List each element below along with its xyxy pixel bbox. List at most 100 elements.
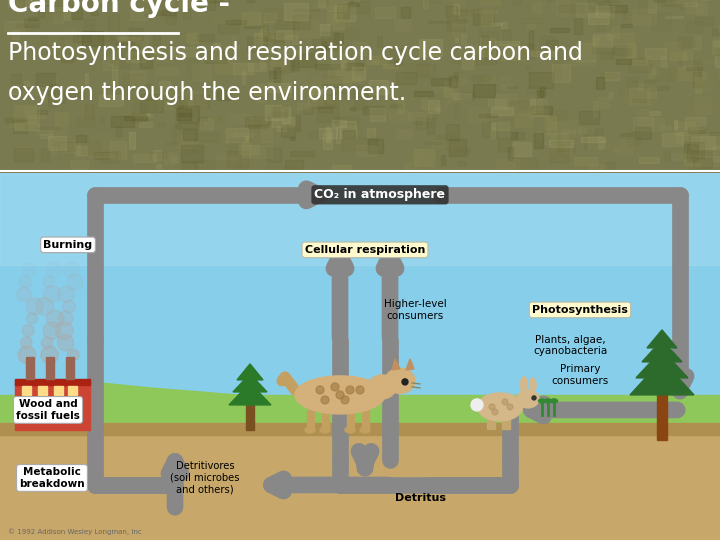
Bar <box>534 133 543 148</box>
Ellipse shape <box>551 399 557 403</box>
Bar <box>266 35 270 42</box>
Bar <box>579 111 599 124</box>
Bar <box>232 35 235 43</box>
Bar <box>76 135 86 141</box>
Bar <box>398 100 403 113</box>
Bar <box>63 82 85 93</box>
Bar <box>606 162 614 168</box>
Bar <box>511 132 517 139</box>
Bar <box>197 33 214 40</box>
Polygon shape <box>229 383 271 405</box>
Bar <box>335 9 344 24</box>
Bar <box>349 2 359 6</box>
Bar <box>280 113 287 129</box>
Bar <box>256 100 266 102</box>
Bar <box>15 379 90 385</box>
Bar <box>414 91 433 96</box>
Bar <box>629 87 650 105</box>
Bar <box>54 141 76 151</box>
Bar <box>198 0 215 10</box>
Bar <box>200 119 213 129</box>
Bar <box>498 138 513 151</box>
Bar <box>14 105 36 122</box>
Bar <box>418 64 435 76</box>
Bar <box>66 357 74 379</box>
Bar <box>50 84 58 87</box>
Bar <box>611 8 616 16</box>
Bar <box>91 12 98 15</box>
Circle shape <box>43 286 60 302</box>
Bar <box>22 399 31 408</box>
Bar <box>26 357 34 379</box>
Bar <box>368 139 383 153</box>
Bar <box>708 132 720 135</box>
Bar <box>16 86 32 90</box>
Text: Primary
consumers: Primary consumers <box>552 364 608 386</box>
Bar <box>629 43 635 58</box>
Bar <box>479 31 498 44</box>
Bar <box>475 51 488 57</box>
Bar <box>68 399 77 408</box>
Bar <box>517 158 537 172</box>
Bar <box>502 30 511 42</box>
Bar <box>247 0 254 2</box>
Bar <box>312 77 327 83</box>
Bar <box>571 60 595 65</box>
Bar <box>184 91 206 108</box>
Bar <box>321 32 338 50</box>
Bar <box>320 24 329 35</box>
Circle shape <box>41 337 53 348</box>
Circle shape <box>502 399 508 405</box>
Ellipse shape <box>544 399 552 403</box>
Bar <box>638 80 644 90</box>
Bar <box>547 117 556 134</box>
Bar <box>46 357 54 379</box>
Bar <box>338 4 349 18</box>
Bar <box>490 23 502 25</box>
Bar <box>183 129 197 140</box>
Bar <box>335 5 354 21</box>
Polygon shape <box>406 359 414 370</box>
Bar <box>540 86 545 96</box>
Bar <box>688 127 705 133</box>
Bar <box>679 62 702 64</box>
Bar <box>647 86 656 102</box>
Bar <box>423 0 428 8</box>
Bar <box>531 51 556 56</box>
Bar <box>639 109 649 125</box>
Bar <box>140 94 163 112</box>
Bar <box>347 410 354 430</box>
Bar <box>453 78 467 84</box>
Bar <box>450 12 470 18</box>
Bar <box>363 106 384 114</box>
Bar <box>529 106 543 116</box>
Bar <box>24 81 30 86</box>
Bar <box>459 47 466 56</box>
Bar <box>281 126 295 137</box>
Circle shape <box>55 322 73 339</box>
Bar <box>145 14 149 16</box>
Circle shape <box>331 383 339 391</box>
Bar <box>53 13 63 23</box>
Ellipse shape <box>385 368 415 394</box>
Bar <box>441 155 445 165</box>
Bar <box>512 0 521 4</box>
Bar <box>248 63 266 71</box>
Bar <box>0 395 720 435</box>
Circle shape <box>507 404 513 410</box>
Bar <box>484 43 487 46</box>
Bar <box>0 423 720 435</box>
Bar <box>718 25 720 31</box>
Bar <box>8 0 30 6</box>
Bar <box>639 1 649 14</box>
Bar <box>318 58 324 62</box>
Bar <box>576 44 595 62</box>
Bar <box>132 113 142 122</box>
Bar <box>111 33 116 51</box>
Bar <box>76 118 94 126</box>
Bar <box>501 22 508 28</box>
Bar <box>605 72 619 80</box>
Bar <box>627 132 640 145</box>
Bar <box>554 159 567 161</box>
Bar <box>110 141 126 159</box>
